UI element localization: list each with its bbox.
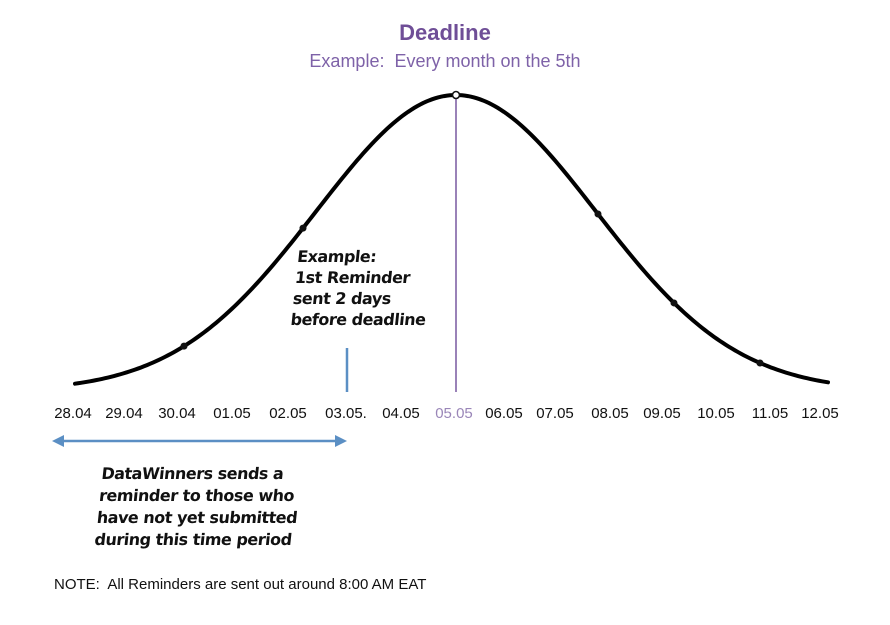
date-label: 02.05: [269, 405, 307, 422]
curve-points: [180, 90, 764, 367]
reminder-period-note: DataWinners sends a reminder to those wh…: [93, 464, 299, 549]
date-axis-labels: 28.04 29.04 30.04 01.05 02.05 03.05. 04.05 05.0…: [54, 405, 839, 422]
date-label: 10.05: [697, 405, 735, 422]
reminder-period-arrow: [52, 435, 347, 447]
date-label: 08.05: [591, 405, 629, 422]
deadline-title: Deadline: [399, 20, 491, 45]
deadline-date-label: 05.05: [435, 405, 473, 422]
date-label: 06.05: [485, 405, 523, 422]
curve-point: [180, 342, 188, 350]
date-label: 03.05.: [325, 405, 367, 422]
date-label: 01.05: [213, 405, 251, 422]
deadline-subtitle: Example: Every month on the 5th: [309, 51, 581, 71]
date-label: 28.04: [54, 405, 92, 422]
date-label: 12.05: [801, 405, 839, 422]
date-label: 11.05: [752, 405, 788, 422]
reminder-example-note: Example: 1st Reminder sent 2 days before…: [289, 247, 427, 329]
curve-point: [670, 299, 678, 307]
curve-point: [594, 210, 602, 218]
bell-curve: [73, 92, 830, 386]
date-label: 04.05: [382, 405, 420, 422]
date-label: 07.05: [536, 405, 574, 422]
curve-point: [299, 224, 307, 232]
date-label: 30.04: [158, 405, 196, 422]
date-label: 29.04: [105, 405, 143, 422]
footer-note: NOTE: All Reminders are sent out around …: [54, 576, 427, 593]
date-label: 09.05: [643, 405, 681, 422]
curve-point: [756, 359, 764, 367]
curve-peak-point: [451, 90, 461, 100]
